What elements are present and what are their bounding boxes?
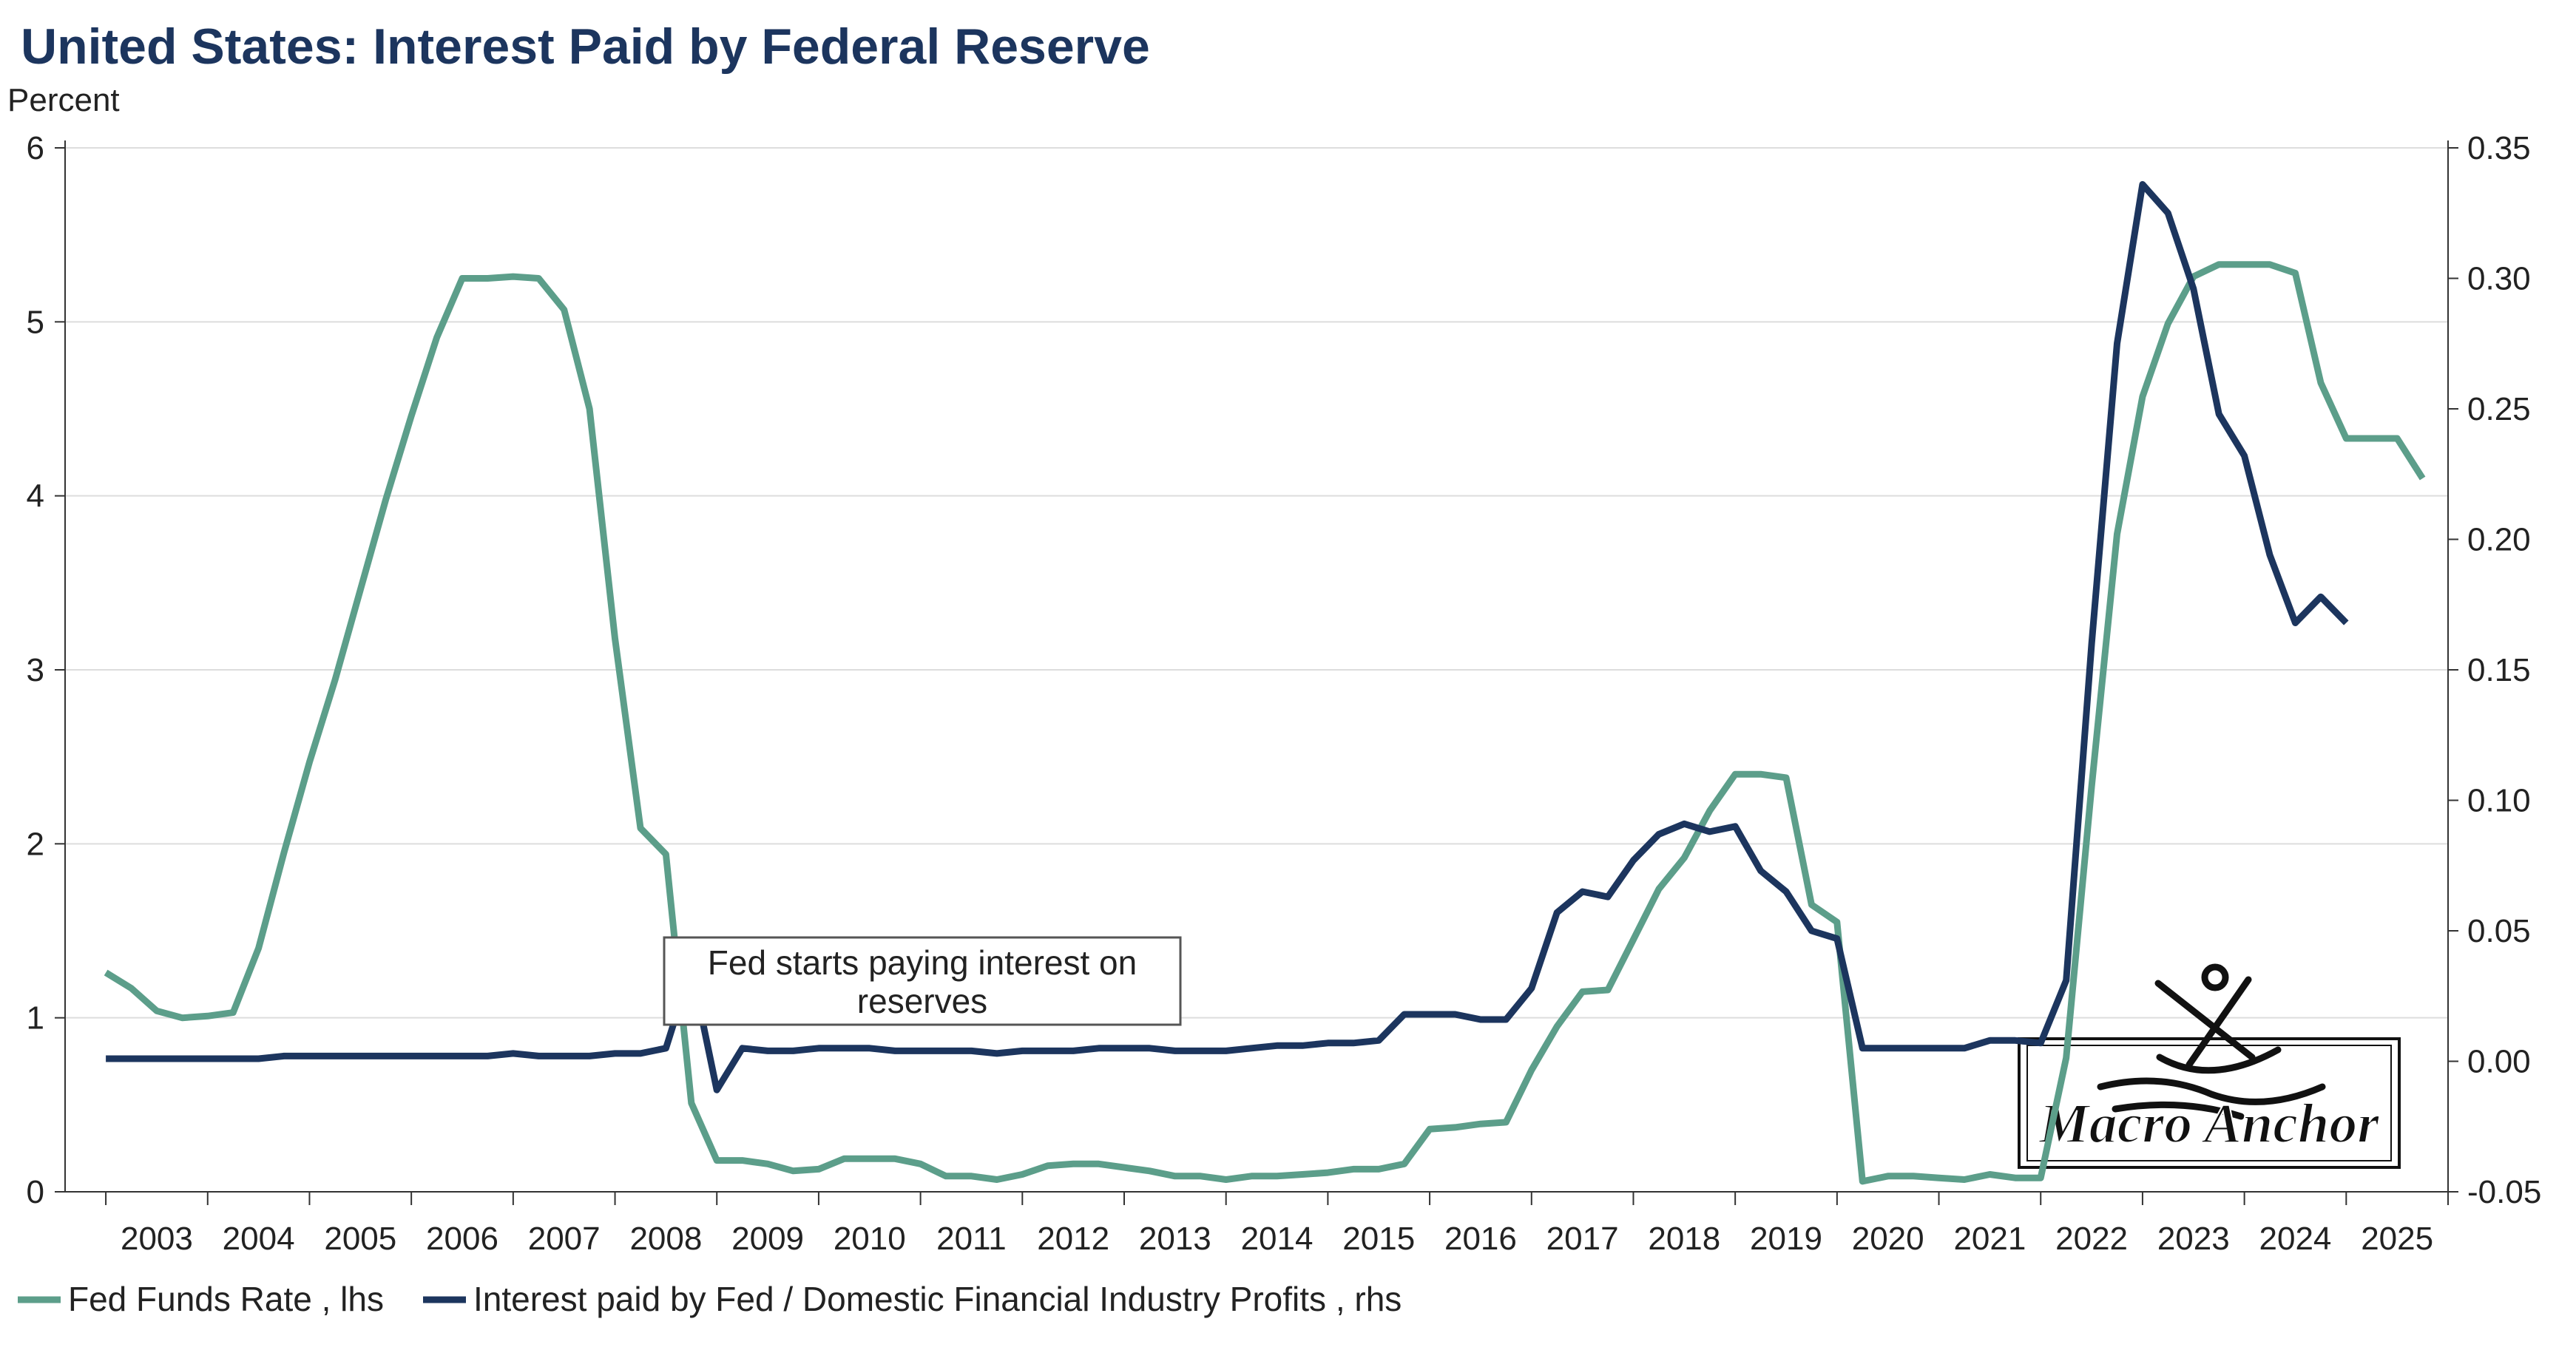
left-tick-label: 1 [27, 1000, 44, 1037]
x-tick-label: 2024 [2259, 1221, 2332, 1257]
legend-label-interest-paid: Interest paid by Fed / Domestic Financia… [473, 1280, 1402, 1318]
y-axis-label: Percent [7, 82, 120, 118]
x-tick-label: 2003 [121, 1221, 193, 1257]
left-tick-label: 3 [27, 652, 44, 688]
annotation-box [663, 936, 1182, 1026]
series-line-interest-paid-ratio [106, 180, 2349, 1093]
x-tick-label: 2022 [2055, 1221, 2128, 1257]
series-lines [104, 180, 2426, 1185]
left-tick-label: 2 [27, 826, 44, 862]
left-tick-label: 0 [27, 1174, 44, 1210]
x-tick-label: 2013 [1139, 1221, 1211, 1257]
annotation-line-1: Fed starts paying interest on [708, 943, 1137, 982]
chart-title: United States: Interest Paid by Federal … [21, 18, 1150, 75]
x-tick-label: 2008 [629, 1221, 702, 1257]
right-tick-label: 0.20 [2467, 522, 2531, 558]
left-axis-ticks: 0 1 2 3 4 5 6 [27, 130, 65, 1210]
axes [64, 140, 2449, 1193]
x-tick-label: 2014 [1241, 1221, 1314, 1257]
right-axis-ticks: -0.05 0.00 0.05 0.10 0.15 0.20 0.25 0.30 0.35 [2448, 130, 2541, 1210]
x-tick-label: 2023 [2157, 1221, 2230, 1257]
left-tick-label: 5 [27, 304, 44, 340]
x-tick-label: 2025 [2361, 1221, 2433, 1257]
x-tick-label: 2011 [936, 1221, 1007, 1257]
x-tick-label: 2005 [324, 1221, 396, 1257]
legend: Fed Funds Rate , lhs Interest paid by Fe… [18, 1280, 1402, 1318]
x-tick-label: 2020 [1852, 1221, 1924, 1257]
series-line-fed-funds-rate [104, 261, 2426, 1185]
logo-text: Macro Anchor [2038, 1093, 2380, 1155]
annotation: Fed starts paying interest on reserves [663, 936, 1182, 1026]
annotation-line-2: reserves [857, 982, 987, 1020]
x-tick-label: 2006 [426, 1221, 498, 1257]
left-tick-label: 4 [27, 478, 44, 515]
x-tick-label: 2019 [1750, 1221, 1822, 1257]
x-tick-label: 2018 [1648, 1221, 1720, 1257]
right-tick-label: 0.00 [2467, 1044, 2531, 1080]
x-tick-label: 2010 [834, 1221, 906, 1257]
right-tick-label: 0.10 [2467, 783, 2531, 819]
legend-label-fed-funds: Fed Funds Rate , lhs [68, 1280, 384, 1318]
gridlines [65, 147, 2448, 1019]
x-tick-label: 2004 [223, 1221, 295, 1257]
right-tick-label: 0.30 [2467, 261, 2531, 297]
x-axis-ticks: 2003 2004 2005 2006 2007 2008 2009 2010 2011 2012… [105, 1192, 2449, 1257]
x-tick-label: 2007 [528, 1221, 601, 1257]
right-tick-label: 0.25 [2467, 391, 2531, 427]
x-tick-label: 2021 [1953, 1221, 2026, 1257]
x-tick-label: 2015 [1342, 1221, 1415, 1257]
macro-anchor-logo: Macro Anchor [2018, 963, 2401, 1169]
right-tick-label: 0.35 [2467, 130, 2531, 166]
right-tick-label: 0.05 [2467, 913, 2531, 949]
anchor-boat-icon [2097, 963, 2326, 1120]
left-tick-label: 6 [27, 130, 44, 166]
x-tick-label: 2012 [1037, 1221, 1109, 1257]
right-tick-label: -0.05 [2467, 1174, 2541, 1210]
x-tick-label: 2016 [1444, 1221, 1517, 1257]
right-tick-label: 0.15 [2467, 652, 2531, 688]
x-tick-label: 2009 [731, 1221, 804, 1257]
x-tick-label: 2017 [1546, 1221, 1619, 1257]
